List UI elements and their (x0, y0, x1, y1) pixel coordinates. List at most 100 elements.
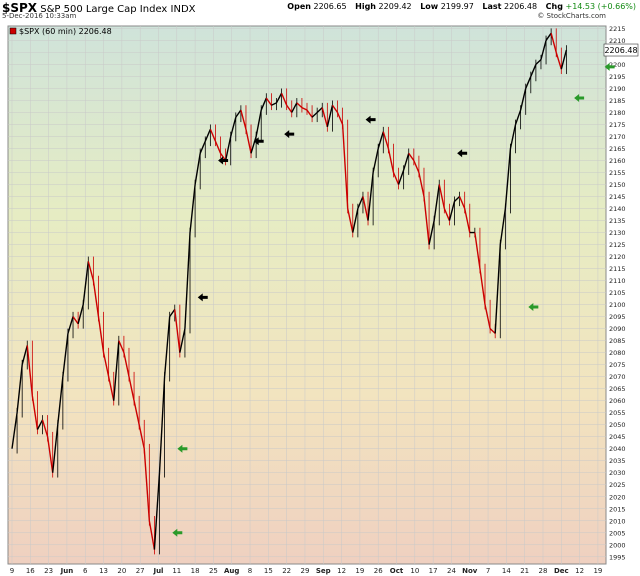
x-tick-label: 15 (264, 567, 273, 575)
price-segment (418, 172, 425, 197)
y-tick-label: 2105 (609, 289, 626, 297)
high-value: 2209.42 (378, 2, 412, 11)
last-label: Last (482, 2, 502, 11)
y-tick-label: 2150 (609, 181, 626, 189)
y-tick-label: 2130 (609, 229, 626, 237)
chg-percent: (+0.66%) (597, 2, 636, 11)
price-segment (550, 33, 557, 53)
price-segment (463, 208, 471, 233)
y-tick-label: 2005 (609, 529, 626, 537)
black-arrow-icon (284, 130, 295, 139)
x-tick-label: 18 (191, 567, 200, 575)
price-segment (271, 102, 277, 106)
y-tick-label: 2015 (609, 505, 626, 513)
x-tick-label: 22 (282, 567, 291, 575)
x-tick-label: Oct (390, 567, 404, 575)
x-tick-label: 12 (337, 567, 346, 575)
price-segment (51, 424, 59, 473)
price-segment (133, 400, 140, 425)
y-tick-label: 2000 (609, 541, 626, 549)
y-tick-label: 2175 (609, 121, 626, 129)
x-tick-label: 28 (539, 567, 548, 575)
x-tick-label: Nov (462, 567, 478, 575)
x-tick-label: 21 (520, 567, 529, 575)
y-axis: 1995 2000 2005 2010 2015 2020 2025 2030 2035 2040… (609, 25, 626, 561)
x-tick-label: 29 (301, 567, 310, 575)
y-tick-label: 2170 (609, 133, 626, 141)
grid (8, 26, 606, 564)
price-segment (26, 345, 34, 396)
price-segment (169, 309, 176, 318)
index-name: S&P 500 Large Cap Index (40, 4, 168, 15)
price-segment (214, 141, 222, 154)
price-segment (494, 244, 501, 334)
y-tick-label: 2135 (609, 217, 626, 225)
price-segment (224, 136, 232, 161)
chart-header: $SPX S&P 500 Large Cap Index INDX 5-Dec-… (0, 0, 640, 26)
low-value: 2199.97 (440, 2, 474, 11)
price-segment (158, 376, 166, 473)
x-tick-label: Aug (224, 567, 239, 575)
price-segment (72, 316, 79, 325)
y-tick-label: 2050 (609, 421, 626, 429)
price-segment (306, 109, 313, 118)
last-price-tag: 2206.48 (603, 43, 639, 57)
price-segment (372, 148, 379, 173)
y-tick-label: 2190 (609, 85, 626, 93)
y-tick-label: 2085 (609, 337, 626, 345)
y-tick-label: 2060 (609, 397, 626, 405)
price-segment (87, 261, 95, 281)
y-tick-label: 2165 (609, 145, 626, 153)
price-segment (367, 172, 374, 221)
price-segment (184, 232, 191, 329)
price-segment (438, 184, 446, 209)
x-axis: 9 16 23 Jun 6 13 20 27 Jul 11 18 25 Aug 8 15 22 29 Sep 12 1… (10, 567, 603, 575)
price-segment (509, 124, 517, 149)
y-tick-label: 2115 (609, 265, 626, 273)
x-tick-label: 6 (83, 567, 88, 575)
price-segment (280, 92, 288, 106)
y-tick-label: 2045 (609, 433, 626, 441)
price-segment (474, 232, 481, 269)
price-segment (336, 112, 344, 125)
y-tick-label: 2035 (609, 457, 626, 465)
price-segment (286, 104, 293, 113)
price-segment (296, 102, 303, 109)
y-tick-label: 2020 (609, 493, 626, 501)
price-segment (377, 131, 384, 149)
price-segment (163, 316, 171, 377)
price-segment (240, 109, 247, 130)
black-arrow-icon (365, 115, 376, 124)
price-segment (128, 376, 135, 401)
x-tick-label: 24 (447, 567, 456, 575)
price-segment (316, 107, 323, 113)
price-segment (46, 436, 54, 473)
price-segment (275, 92, 283, 104)
x-tick-label: Dec (554, 567, 569, 575)
price-segment (458, 196, 466, 209)
price-segment (291, 102, 298, 113)
black-arrow-icon (197, 293, 208, 302)
chart-title: $SPX S&P 500 Large Cap Index INDX (2, 1, 196, 15)
price-segment (107, 376, 115, 401)
price-segment (97, 316, 105, 353)
price-segment (204, 129, 212, 142)
y-tick-label: 2210 (609, 37, 626, 45)
price-segment (153, 472, 161, 550)
y-tick-label: 2125 (609, 241, 626, 249)
price-segment (260, 97, 267, 111)
y-tick-label: 2075 (609, 361, 626, 369)
price-segment (331, 104, 339, 113)
price-segment (321, 107, 329, 128)
price-segment (179, 328, 186, 353)
chg-label: Chg (545, 2, 563, 11)
price-segment (519, 88, 527, 111)
x-tick-label: 10 (410, 567, 419, 575)
price-segment (16, 364, 23, 413)
y-tick-label: 1995 (609, 553, 626, 561)
y-tick-label: 2145 (609, 193, 626, 201)
price-segment (11, 412, 18, 449)
price-segment (265, 97, 272, 106)
x-tick-label: 26 (374, 567, 383, 575)
